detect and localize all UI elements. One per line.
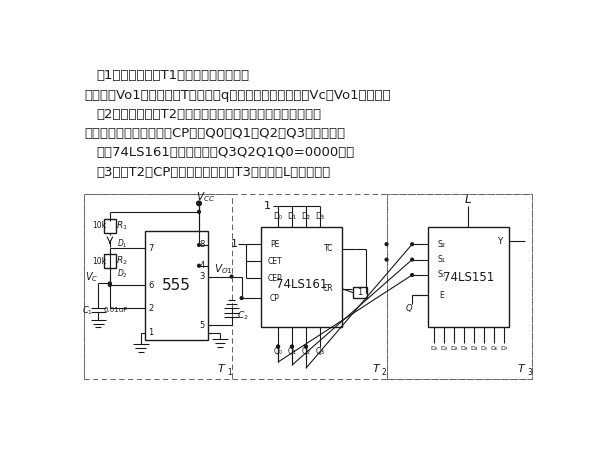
Text: T: T bbox=[518, 364, 524, 374]
Text: Q₂: Q₂ bbox=[301, 347, 310, 356]
Text: L: L bbox=[465, 193, 472, 206]
Text: T: T bbox=[217, 364, 224, 374]
Bar bbox=[428, 227, 509, 327]
Text: CR: CR bbox=[323, 284, 334, 293]
Text: 1: 1 bbox=[227, 368, 232, 377]
Text: PE: PE bbox=[270, 240, 280, 249]
Text: Q₁: Q₁ bbox=[287, 347, 296, 356]
Text: CEP: CEP bbox=[268, 274, 282, 283]
Circle shape bbox=[277, 345, 280, 348]
Text: 74LS151: 74LS151 bbox=[443, 271, 494, 284]
Text: （3）与T2中CP对应，画出虚线框T3所示电路L端的波形。: （3）与T2中CP对应，画出虚线框T3所示电路L端的波形。 bbox=[97, 166, 331, 179]
Text: D₃: D₃ bbox=[316, 212, 325, 221]
Text: 3: 3 bbox=[199, 272, 205, 281]
Text: 7: 7 bbox=[148, 243, 154, 252]
Text: CET: CET bbox=[268, 256, 282, 266]
Text: $V_C$: $V_C$ bbox=[85, 270, 99, 284]
Text: S₀: S₀ bbox=[437, 270, 446, 279]
Text: 3: 3 bbox=[527, 368, 532, 377]
Text: E: E bbox=[439, 291, 444, 300]
Text: （设74LS161的初始状态为Q3Q2Q1Q0=0000）；: （设74LS161的初始状态为Q3Q2Q1Q0=0000）； bbox=[97, 146, 355, 159]
Circle shape bbox=[290, 345, 293, 348]
Text: TC: TC bbox=[324, 244, 333, 253]
Circle shape bbox=[411, 258, 413, 261]
Text: D₀: D₀ bbox=[430, 346, 437, 351]
Circle shape bbox=[385, 243, 388, 246]
Text: $V_{CC}$: $V_{CC}$ bbox=[196, 190, 215, 204]
Circle shape bbox=[305, 345, 307, 348]
Bar bbox=[261, 227, 343, 327]
Text: 1: 1 bbox=[264, 201, 271, 211]
Circle shape bbox=[197, 211, 200, 213]
Text: 10k: 10k bbox=[92, 221, 106, 230]
Text: 1: 1 bbox=[230, 239, 238, 249]
Text: 求其输出Vo1波形的周期T及占空比q；在坐标系中对应画出Vc和Vo1的波形；: 求其输出Vo1波形的周期T及占空比q；在坐标系中对应画出Vc和Vo1的波形； bbox=[84, 89, 391, 102]
Text: $R_2$: $R_2$ bbox=[116, 255, 128, 267]
Circle shape bbox=[411, 243, 413, 246]
Text: D₇: D₇ bbox=[500, 346, 508, 351]
Text: D₂: D₂ bbox=[450, 346, 458, 351]
Circle shape bbox=[230, 275, 233, 278]
Circle shape bbox=[197, 243, 200, 246]
Text: Q: Q bbox=[406, 304, 412, 313]
Bar bbox=[104, 219, 116, 233]
Text: Q₀: Q₀ bbox=[274, 347, 283, 356]
Circle shape bbox=[197, 201, 202, 206]
Bar bbox=[145, 231, 208, 341]
Bar bbox=[84, 194, 232, 379]
Text: （1）指出虚线框T1中所示电路的功能；: （1）指出虚线框T1中所示电路的功能； bbox=[97, 69, 250, 82]
Circle shape bbox=[290, 345, 293, 348]
Text: $D_1$: $D_1$ bbox=[117, 238, 128, 251]
Text: 1: 1 bbox=[148, 328, 154, 337]
Text: S₂: S₂ bbox=[437, 240, 446, 249]
Text: 2: 2 bbox=[382, 368, 386, 377]
Bar bbox=[353, 287, 367, 298]
Text: 1: 1 bbox=[358, 288, 363, 297]
Text: 画出其状态转换图；对应CP画出Q0、Q1、Q2、Q3的时序波形: 画出其状态转换图；对应CP画出Q0、Q1、Q2、Q3的时序波形 bbox=[84, 127, 346, 140]
Text: 5: 5 bbox=[199, 320, 205, 329]
Text: 4: 4 bbox=[199, 261, 205, 270]
Circle shape bbox=[305, 345, 307, 348]
Circle shape bbox=[240, 297, 243, 300]
Text: 2: 2 bbox=[148, 304, 154, 313]
Text: T: T bbox=[372, 364, 379, 374]
Text: Q₃: Q₃ bbox=[316, 347, 325, 356]
Text: $C_1$: $C_1$ bbox=[82, 304, 93, 317]
Text: 8: 8 bbox=[199, 240, 205, 249]
Text: CP: CP bbox=[270, 293, 280, 302]
Text: 74LS161: 74LS161 bbox=[276, 279, 328, 292]
Circle shape bbox=[109, 282, 111, 285]
Text: D₁: D₁ bbox=[440, 346, 448, 351]
Circle shape bbox=[411, 274, 413, 276]
Circle shape bbox=[385, 258, 388, 261]
Bar bbox=[84, 194, 532, 379]
Text: D₅: D₅ bbox=[481, 346, 488, 351]
Text: 10k: 10k bbox=[92, 256, 106, 266]
Bar bbox=[104, 254, 116, 268]
Bar bbox=[232, 194, 386, 379]
Text: $C_2$: $C_2$ bbox=[236, 310, 248, 322]
Bar bbox=[386, 194, 532, 379]
Text: （2）分析虚线框T2所示电路，说明它是多少进制的计数器；: （2）分析虚线框T2所示电路，说明它是多少进制的计数器； bbox=[97, 108, 322, 121]
Text: $V_{O1}$: $V_{O1}$ bbox=[214, 262, 233, 276]
Text: D₃: D₃ bbox=[460, 346, 468, 351]
Text: Y: Y bbox=[497, 237, 502, 246]
Circle shape bbox=[197, 202, 201, 205]
Text: 555: 555 bbox=[162, 278, 191, 293]
Text: D₁: D₁ bbox=[287, 212, 296, 221]
Circle shape bbox=[197, 264, 200, 267]
Text: S₁: S₁ bbox=[438, 255, 445, 264]
Text: $R_1$: $R_1$ bbox=[116, 220, 128, 232]
Text: D₆: D₆ bbox=[491, 346, 498, 351]
Text: D₀: D₀ bbox=[274, 212, 283, 221]
Text: 6: 6 bbox=[148, 280, 154, 289]
Circle shape bbox=[277, 345, 280, 348]
Text: D₂: D₂ bbox=[301, 212, 310, 221]
Text: 0.01uF: 0.01uF bbox=[103, 307, 127, 313]
Text: D₄: D₄ bbox=[470, 346, 478, 351]
Text: $D_2$: $D_2$ bbox=[117, 267, 128, 280]
Circle shape bbox=[109, 284, 111, 286]
